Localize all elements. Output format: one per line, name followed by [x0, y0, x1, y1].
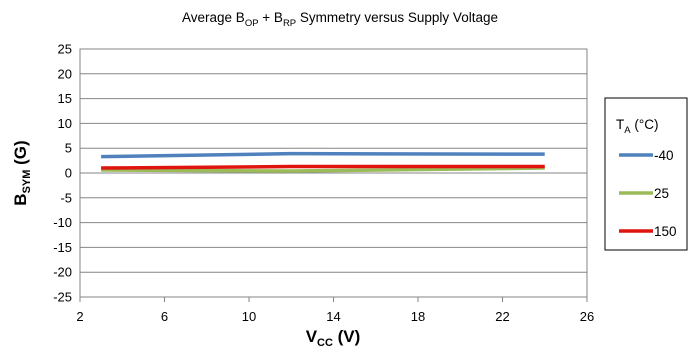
x-tick-label: 22	[495, 309, 509, 324]
legend-items: -40 25 150	[619, 148, 677, 239]
y-tick-labels: 25 20 15 10 5 0 -5 -10 -15 -20 -25	[53, 42, 72, 305]
x-tick-label: 18	[411, 309, 425, 324]
y-tick-label: 15	[58, 91, 72, 106]
title-mid: + B	[259, 10, 283, 25]
y-tick-label: -25	[53, 290, 72, 305]
series-line-150	[101, 164, 545, 170]
legend-title-sub: A	[624, 125, 631, 136]
x-tick-label: 2	[76, 309, 83, 324]
x-label-unit: (V)	[333, 327, 360, 346]
y-tick-label: 10	[58, 116, 72, 131]
x-tick-label: 14	[326, 309, 340, 324]
legend-title-main: T	[616, 117, 624, 132]
x-tick-labels: 2 6 10 14 18 22 26	[76, 297, 594, 324]
y-label-main: B	[11, 193, 30, 205]
title-suffix: Symmetry versus Supply Voltage	[296, 10, 498, 25]
legend-title-unit: (°C)	[631, 117, 659, 132]
title-sub-op: OP	[245, 18, 259, 29]
series-lines	[101, 151, 545, 173]
y-tick-label: 25	[58, 42, 72, 57]
y-tick-label: -10	[53, 215, 72, 230]
legend: TA (°C) -40 25 150	[604, 97, 688, 251]
y-tick-label: -15	[53, 240, 72, 255]
x-label-sub: CC	[317, 337, 333, 349]
x-axis-label: VCC (V)	[306, 327, 361, 349]
title-prefix: Average B	[182, 10, 245, 25]
x-label-main: V	[306, 327, 318, 346]
y-tick-label: 5	[65, 141, 72, 156]
chart-title: Average BOP + BRP Symmetry versus Supply…	[182, 10, 498, 29]
y-tick-label: -20	[53, 265, 72, 280]
y-label-sub: SYM	[21, 170, 33, 194]
x-tick-label: 10	[242, 309, 256, 324]
legend-title: TA (°C)	[616, 117, 658, 136]
y-label-unit: (G)	[11, 140, 30, 169]
series-line--40	[101, 151, 545, 159]
legend-box	[604, 97, 688, 251]
x-tick-label: 6	[161, 309, 168, 324]
y-tick-label: -5	[60, 190, 72, 205]
legend-label-150: 150	[654, 224, 677, 239]
series-line-25	[101, 166, 545, 173]
legend-label-25: 25	[654, 186, 669, 201]
gridlines	[80, 73, 587, 273]
y-tick-label: 20	[58, 66, 72, 81]
legend-label--40: -40	[654, 148, 674, 163]
y-tick-label: 0	[65, 166, 72, 181]
title-sub-rp: RP	[283, 18, 296, 29]
y-axis-label: BSYM (G)	[11, 140, 33, 205]
x-tick-label: 26	[580, 309, 594, 324]
